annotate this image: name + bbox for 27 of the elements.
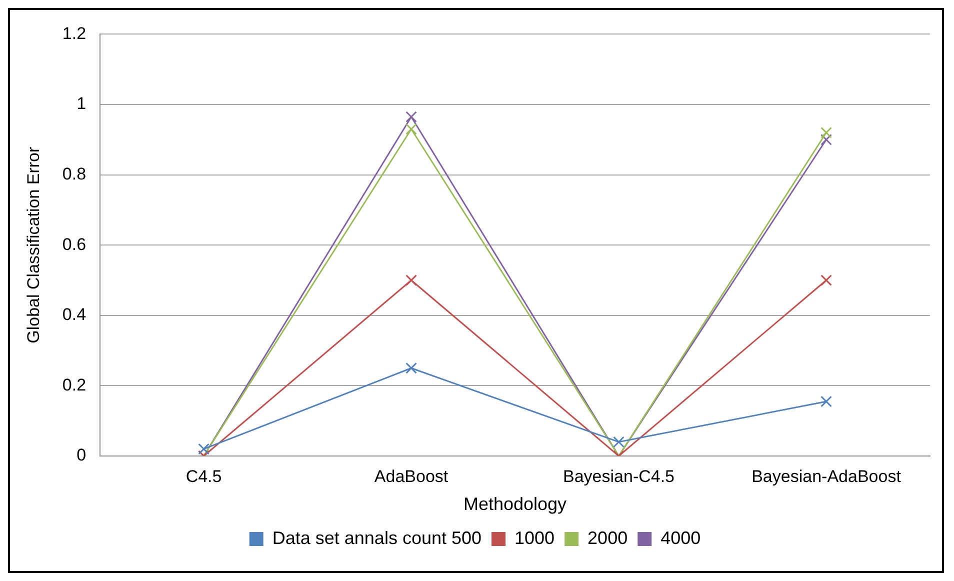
point bbox=[820, 396, 832, 408]
x-tick-label: Bayesian-AdaBoost bbox=[752, 466, 902, 486]
legend-label: 2000 bbox=[588, 528, 628, 548]
legend-label: Data set annals count 500 bbox=[272, 528, 482, 548]
x-tick-label: Bayesian-C4.5 bbox=[563, 466, 675, 486]
y-tick-label: 1.2 bbox=[62, 24, 86, 43]
y-tick-label: 1 bbox=[76, 94, 86, 114]
point bbox=[820, 126, 832, 138]
point bbox=[406, 111, 417, 122]
x-tick-label: C4.5 bbox=[186, 466, 222, 486]
y-tick-label: 0.8 bbox=[62, 164, 86, 184]
x-tick-label: AdaBoost bbox=[374, 466, 448, 486]
point bbox=[198, 443, 210, 455]
point bbox=[406, 123, 417, 135]
point bbox=[406, 274, 417, 286]
point bbox=[406, 362, 417, 374]
y-tick-label: 0 bbox=[76, 446, 86, 465]
y-tick-label: 0.2 bbox=[62, 375, 86, 394]
point bbox=[613, 436, 624, 448]
legend-label: 1000 bbox=[514, 528, 555, 548]
y-tick-label: 0.4 bbox=[62, 305, 86, 324]
y-axis-title: Global Classification Error bbox=[24, 146, 43, 344]
point bbox=[820, 134, 832, 146]
point bbox=[820, 274, 832, 286]
x-axis-title: Methodology bbox=[463, 494, 567, 514]
y-tick-label: 0.6 bbox=[62, 234, 86, 254]
legend-label: 4000 bbox=[660, 528, 701, 548]
